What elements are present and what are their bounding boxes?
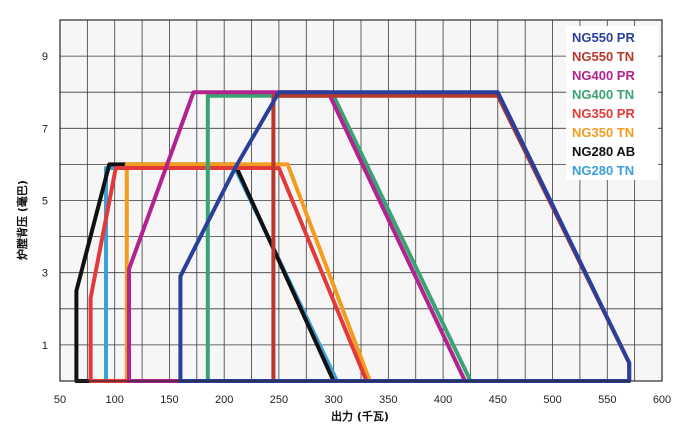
legend: NG550 PR NG550 TN NG400 PR NG400 TN NG350 PR… (566, 26, 658, 180)
y-tick-label: 1 (42, 340, 48, 352)
y-axis-label: 炉膛背压 (毫巴) (15, 180, 29, 260)
y-tick-label: 7 (42, 123, 48, 135)
y-tick-label: 5 (42, 196, 48, 208)
x-tick-label: 550 (598, 394, 616, 406)
legend-entry: NG280 AB (572, 144, 635, 159)
x-tick-label: 500 (543, 394, 561, 406)
legend-box (566, 26, 658, 180)
legend-entry: NG400 PR (572, 68, 635, 83)
plot-frame (59, 19, 663, 382)
x-tick-label: 400 (434, 394, 452, 406)
legend-entry: NG280 TN (572, 163, 634, 178)
x-tick-label: 600 (653, 394, 671, 406)
legend-entry: NG400 TN (572, 87, 634, 102)
x-axis-ticks: 50 100 150 200 250 300 350 400 450 500 550 600 (54, 394, 671, 406)
y-tick-label: 3 (42, 268, 48, 280)
legend-entry: NG350 PR (572, 106, 635, 121)
x-tick-label: 350 (379, 394, 397, 406)
x-tick-label: 100 (106, 394, 124, 406)
legend-entry: NG550 PR (572, 30, 635, 45)
x-tick-label: 300 (324, 394, 342, 406)
x-tick-label: 150 (160, 394, 178, 406)
legend-entry: NG350 TN (572, 125, 634, 140)
series-line-ng550-pr (178, 90, 632, 383)
x-tick-label: 50 (54, 394, 66, 406)
legend-entry: NG550 TN (572, 49, 634, 64)
y-tick-label: 9 (42, 51, 48, 63)
x-tick-label: 200 (215, 394, 233, 406)
x-tick-label: 450 (489, 394, 507, 406)
y-axis-ticks: 1 3 5 7 9 (42, 51, 48, 352)
x-tick-label: 250 (270, 394, 288, 406)
x-axis-label: 出力 (千瓦) (331, 409, 389, 423)
grid (59, 19, 663, 382)
plot-border (59, 19, 663, 382)
